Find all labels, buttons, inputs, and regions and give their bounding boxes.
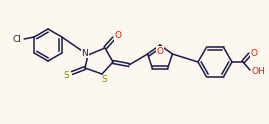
Text: N: N <box>82 48 89 58</box>
Text: Cl: Cl <box>13 35 22 45</box>
Text: S: S <box>101 76 107 84</box>
Text: O: O <box>157 46 164 56</box>
Text: OH: OH <box>251 66 265 76</box>
Text: S: S <box>63 71 69 79</box>
Text: O: O <box>250 48 257 58</box>
Text: O: O <box>115 31 122 41</box>
